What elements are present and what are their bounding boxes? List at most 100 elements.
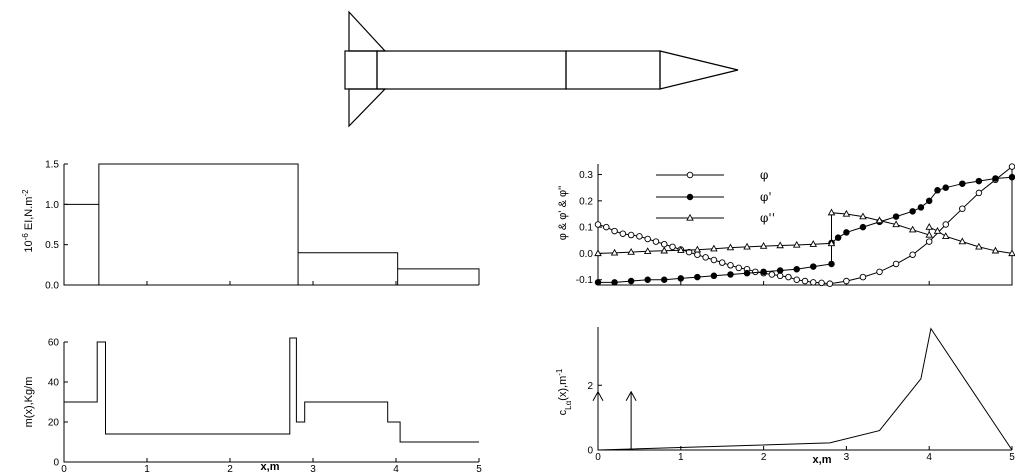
rocket-diagram: [344, 10, 739, 128]
modes-series-2-point: [843, 229, 850, 236]
modes-series-1-point: [959, 205, 966, 212]
rocket-aft-section: [344, 50, 378, 90]
modes-series-1-point: [925, 238, 933, 245]
modes-series-1-point: [768, 271, 776, 278]
modes-series-1-point: [942, 221, 950, 228]
modes-series-1-point: [611, 227, 618, 235]
modes-series-1-point: [727, 262, 734, 269]
modes-series-3-point: [875, 216, 884, 224]
modes-series-3-point: [941, 232, 950, 239]
ei-ytick-label: 0.0: [45, 281, 59, 292]
modes-series-3-point: [991, 246, 1000, 254]
legend-marker-3: [686, 213, 694, 221]
clalpha-chart: 0 2 0 1 2 3 4 5 cLα(x),m-1 x,m: [555, 327, 1015, 466]
modes-ytick-label: -0.1: [576, 275, 594, 286]
mass-xtick-label: 4: [393, 464, 399, 472]
modes-series-1-point: [785, 273, 792, 281]
mass-xtick-label: 3: [310, 464, 316, 472]
modes-series-2-point: [694, 273, 701, 281]
clalpha-x-axis-label: x,m: [813, 454, 832, 466]
modes-series-2-point: [644, 276, 651, 283]
modes-series-3-point: [776, 241, 784, 249]
modes-series-3-point: [958, 237, 967, 245]
modes-series-1-point: [1008, 163, 1015, 170]
rocket-fin-lower: [348, 88, 387, 128]
modes-series-1-point: [776, 272, 784, 280]
modes-series-2-point: [975, 177, 983, 185]
modes-series-2-point: [677, 275, 685, 282]
modes-ytick-label: 0.2: [579, 196, 593, 207]
mass-x-axis-label: x,m: [261, 461, 280, 472]
rocket-motor-section: [376, 50, 567, 90]
modes-series-1-point: [801, 277, 809, 285]
modes-series-1-point: [818, 279, 825, 287]
modes-series-2-point: [627, 277, 635, 285]
ei-stepline: [63, 163, 480, 285]
rocket-fin-upper: [348, 10, 387, 52]
modes-series-3-point: [933, 226, 942, 234]
modes-ytick-label: 0.0: [579, 249, 593, 260]
point-load-2-arrowhead: [625, 390, 637, 401]
modes-series-3-point: [1008, 249, 1015, 257]
modes-series-2-line: [598, 176, 1013, 283]
modes-series-2-point: [934, 187, 941, 194]
modes-series-1-point: [876, 268, 883, 276]
modes-ytick-label: 0.1: [579, 223, 593, 234]
modes-series-2-point: [611, 279, 618, 286]
mass-xtick-label: 1: [144, 464, 150, 472]
mass-ytick-label: 20: [48, 418, 60, 429]
clalpha-ticks: 0 2 0 1 2 3 4 5: [587, 381, 1015, 463]
modes-series-1-point: [793, 276, 800, 283]
legend-label-1: φ: [760, 168, 768, 182]
modes-legend: φ φ' φ'': [656, 168, 775, 225]
modes-series: [594, 163, 1015, 287]
modes-series-1-line: [597, 166, 1013, 285]
modes-series-1-point: [619, 230, 627, 237]
modes-series-1-point: [843, 277, 850, 285]
legend-label-2: φ': [760, 190, 772, 204]
mass-xtick-label: 2: [227, 464, 233, 472]
clalpha-xtick-label: 1: [678, 452, 684, 463]
modes-series-2-point: [760, 268, 767, 276]
modes-series-2-point: [942, 184, 950, 191]
clalpha-line: [597, 327, 1013, 451]
modes-series-3-point: [809, 240, 818, 247]
modes-series-3-point: [726, 243, 735, 251]
modes-series-3-line: [597, 212, 1013, 254]
clalpha-point-loads: [592, 390, 637, 450]
modes-series-1-point: [660, 240, 668, 248]
modes-series-3-point: [925, 230, 933, 238]
mass-y-axis-label: m(x),Kg/m: [23, 377, 35, 428]
modes-series-1-point: [627, 231, 635, 239]
rocket-forward-section: [565, 50, 661, 90]
modes-series-2-point: [710, 272, 718, 280]
clalpha-xtick-label: 3: [844, 452, 850, 463]
modes-ytick-label: 0.3: [579, 170, 593, 181]
modes-series-3-point: [792, 240, 801, 248]
clalpha-xtick-label: 0: [595, 452, 601, 463]
legend-label-3: φ'': [760, 211, 775, 225]
modes-series-1-point: [652, 238, 660, 245]
modes-series-1-point: [909, 251, 916, 258]
modes-series-2-point: [917, 204, 925, 211]
modes-series-3-point: [842, 209, 851, 217]
mass-ytick-label: 40: [48, 378, 60, 389]
modes-y-axis-label: φ & φ' & φ'': [557, 186, 569, 241]
modes-series-2-point: [793, 265, 800, 273]
modes-series-2-point: [828, 260, 835, 268]
modes-series-1-point: [859, 273, 867, 281]
modes-series-3-point: [660, 246, 669, 254]
modes-series-1-point: [694, 251, 701, 258]
modes-series-3-point: [710, 244, 718, 252]
modes-series-1-point: [826, 280, 834, 287]
mass-stepline: [64, 337, 479, 443]
ei-ticks: 0.0 0.5 1.0 1.5: [45, 160, 480, 292]
mass-ytick-label: 0: [53, 458, 59, 469]
ei-axes-frame: [63, 164, 479, 286]
modes-series-3-point: [643, 247, 652, 254]
modes-series-3-point: [975, 242, 983, 250]
modes-series-2-point: [859, 223, 867, 231]
ei-ytick-label: 1.5: [45, 160, 59, 171]
point-load-1-arrowhead: [592, 390, 604, 401]
